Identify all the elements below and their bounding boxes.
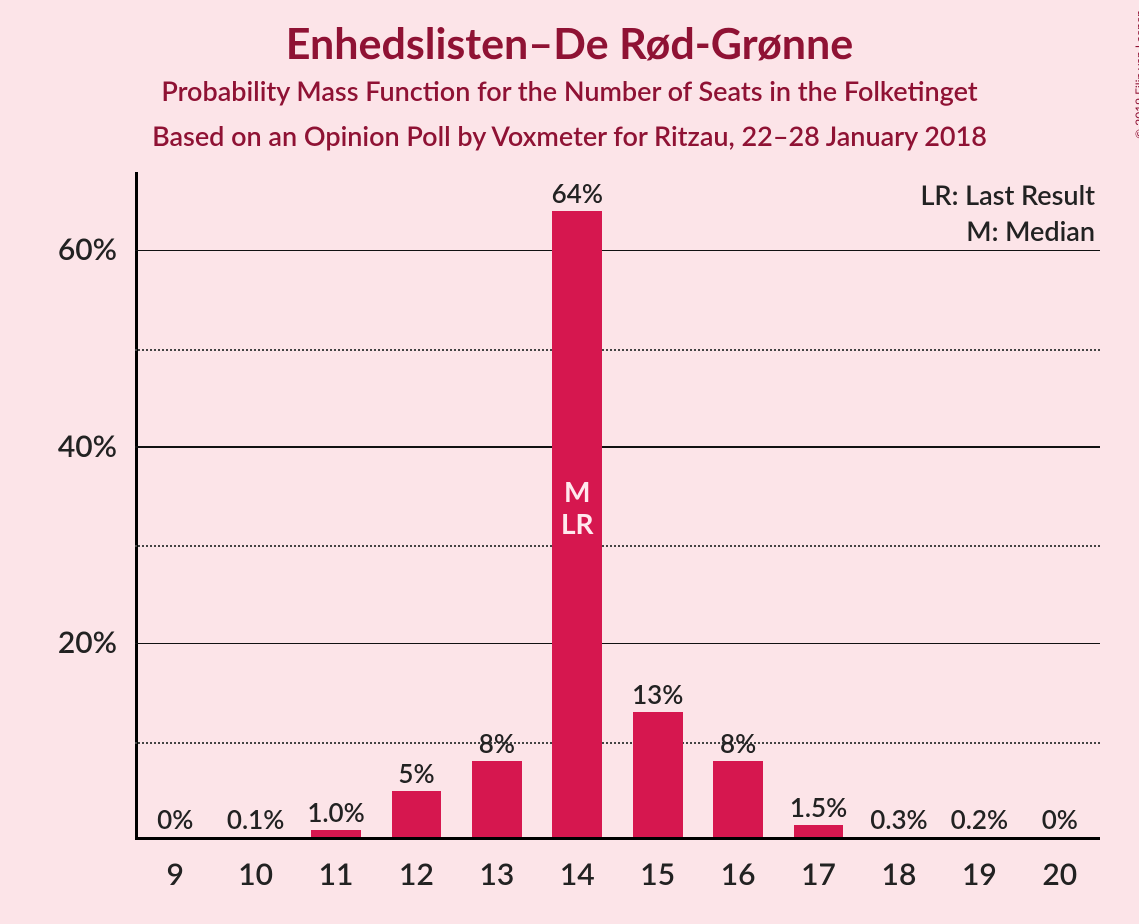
bar [794,825,844,837]
x-tick-label: 15 [618,856,698,892]
bar-value-label: 0.2% [939,803,1019,835]
legend-line: M: Median [966,214,1095,247]
y-tick-label: 20% [0,624,117,660]
bar-value-label: 5% [376,757,456,789]
bar-inner-label: LR [552,506,602,540]
x-tick-label: 10 [215,856,295,892]
x-tick-label: 17 [778,856,858,892]
bar [392,791,442,837]
gridline-major [135,446,1100,448]
bar-inner-label: M [552,474,602,508]
x-tick-label: 16 [698,856,778,892]
gridline-minor [135,742,1100,744]
bar [311,830,361,837]
plot-area: 20%40%60%910111213141516171819200%0.1%1.… [135,172,1100,840]
bar: MLR [552,211,602,837]
bar-value-label: 8% [457,727,537,759]
y-axis [135,172,138,840]
x-tick-label: 19 [939,856,1019,892]
x-tick-label: 9 [135,856,215,892]
gridline-major [135,643,1100,645]
bar-value-label: 8% [698,727,778,759]
x-tick-label: 12 [376,856,456,892]
bar-value-label: 0.3% [859,803,939,835]
bar-value-label: 0% [135,803,215,835]
gridline-minor [135,349,1100,351]
x-tick-label: 14 [537,856,617,892]
chart-container: Enhedslisten–De Rød-Grønne Probability M… [0,0,1139,924]
x-axis [135,837,1100,840]
bar [633,712,683,837]
legend-line: LR: Last Result [920,178,1095,211]
bar [472,761,522,837]
bar-value-label: 1.0% [296,796,376,828]
x-tick-label: 13 [457,856,537,892]
x-tick-label: 11 [296,856,376,892]
chart-subtitle-2: Based on an Opinion Poll by Voxmeter for… [0,119,1139,152]
bar-value-label: 0.1% [215,803,295,835]
bar-value-label: 1.5% [778,791,858,823]
y-tick-label: 60% [0,231,117,267]
bar-value-label: 0% [1020,803,1100,835]
x-tick-label: 18 [859,856,939,892]
x-tick-label: 20 [1020,856,1100,892]
chart-subtitle-1: Probability Mass Function for the Number… [0,74,1139,107]
bar [713,761,763,837]
gridline-minor [135,545,1100,547]
gridline-major [135,250,1100,252]
copyright-text: © 2019 Filip van Laenen [1132,10,1139,139]
bar-value-label: 13% [618,678,698,710]
bar-value-label: 64% [537,177,617,209]
y-tick-label: 40% [0,428,117,464]
chart-title: Enhedslisten–De Rød-Grønne [0,18,1139,69]
